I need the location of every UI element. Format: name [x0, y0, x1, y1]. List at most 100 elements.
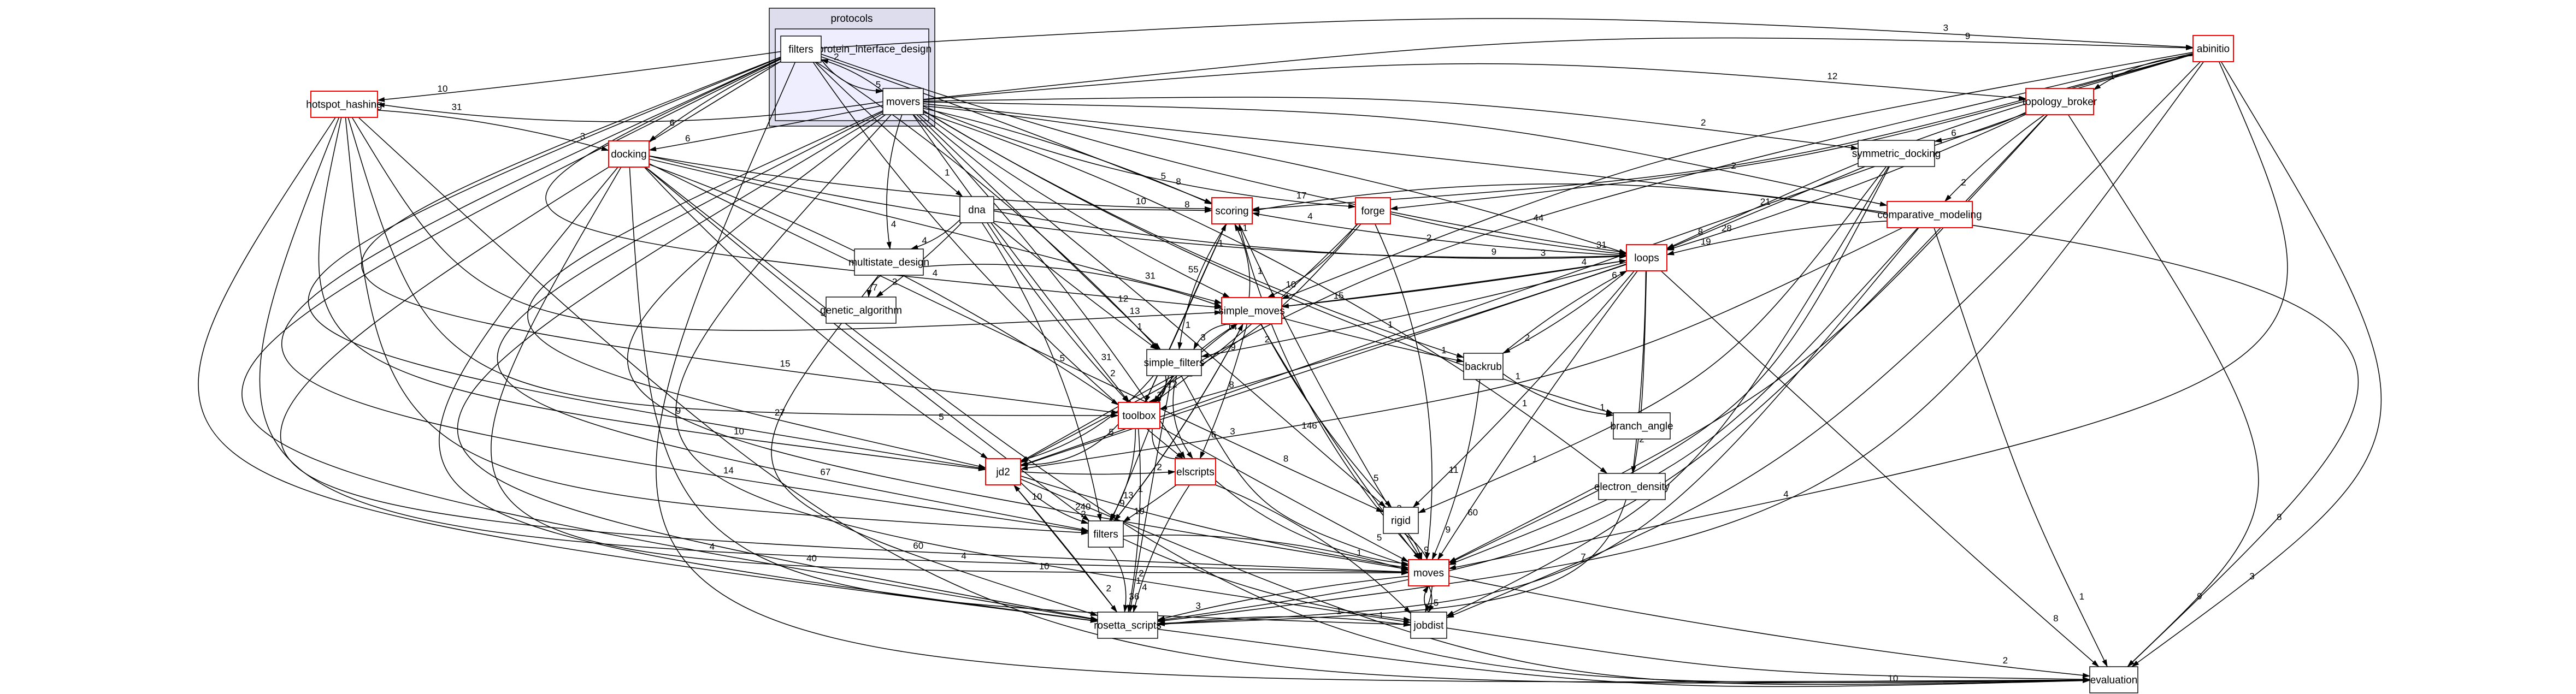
node-box-moves[interactable] [1408, 559, 1449, 586]
edge-jd2-elscripts [1020, 470, 1176, 475]
node-box-hotspot_hashing[interactable] [310, 91, 378, 118]
edge-count-movers_pid-loops: 44 [1533, 213, 1543, 223]
node-label-loops: loops [1634, 253, 1659, 264]
edge-count-hotspot_hashing-docking: 3 [580, 131, 585, 141]
node-branch_angle[interactable]: branch_angle [1610, 412, 1673, 440]
edge-abinitio-jd2 [1020, 52, 2194, 462]
edge-count-movers_pid-filters_pid: 2 [834, 52, 839, 62]
edge-count-movers_pid-comparative_modeling: 2 [1731, 161, 1736, 171]
node-hotspot_hashing[interactable]: hotspot_hashing [306, 91, 382, 118]
edge-loops-scoring [1252, 212, 1627, 256]
edge-docking-scoring [649, 155, 1212, 211]
edge-count-moves-rosetta_scripts: 3 [1196, 601, 1201, 611]
node-box-toolbox[interactable] [1118, 402, 1160, 429]
edge-docking-loops [649, 156, 1627, 259]
node-jobdist[interactable]: jobdist [1410, 612, 1447, 639]
node-box-filters_pid[interactable] [780, 35, 822, 63]
edge-count-filters_pid-rosetta_scripts: 4 [710, 542, 715, 552]
edge-count-abinitio-topology_broker: 1 [2109, 71, 2114, 81]
edge-comparative_modeling-jd2 [1020, 227, 1903, 471]
node-box-branch_angle[interactable] [1613, 412, 1671, 440]
edge-hotspot_hashing-evaluation [358, 117, 2090, 684]
node-multistate_design[interactable]: multistate_design [848, 248, 929, 276]
node-toolbox[interactable]: toolbox [1118, 402, 1160, 429]
node-box-rigid[interactable] [1383, 507, 1419, 534]
edge-elscripts-rosetta_scripts [1133, 484, 1190, 613]
node-box-filters[interactable] [1088, 520, 1124, 548]
edge-simple_moves-backrub [1281, 317, 1464, 363]
edge-topology_broker-evaluation [2067, 114, 2259, 667]
edge-count-movers_pid-topology_broker: 12 [1827, 71, 1837, 81]
node-box-backrub[interactable] [1463, 353, 1504, 380]
edge-topology_broker-comparative_modeling [1944, 114, 2045, 202]
edge-count-docking-scoring: 10 [1136, 196, 1146, 206]
node-box-simple_moves[interactable] [1221, 297, 1282, 324]
edge-movers_pid-electron_density [923, 111, 1608, 474]
node-abinitio[interactable]: abinitio [2192, 35, 2234, 62]
node-docking[interactable]: docking [608, 140, 650, 168]
node-label-scoring: scoring [1215, 206, 1248, 217]
node-elscripts[interactable]: elscripts [1175, 458, 1216, 485]
node-box-simple_filters[interactable] [1146, 349, 1202, 376]
node-genetic_algorithm[interactable]: genetic_algorithm [820, 296, 902, 324]
node-filters[interactable]: filters [1088, 520, 1124, 548]
node-box-symmetric_docking[interactable] [1858, 140, 1935, 167]
edge-count-docking-rigid: 8 [1283, 454, 1288, 464]
node-simple_filters[interactable]: simple_filters [1144, 349, 1205, 376]
node-box-abinitio[interactable] [2192, 35, 2234, 62]
edge-moves-evaluation [1448, 576, 2090, 678]
edge-filters_pid-evaluation [656, 62, 2090, 683]
node-box-rosetta_scripts[interactable] [1097, 612, 1158, 639]
edge-count-backrub-branch_angle: 1 [1600, 402, 1605, 412]
node-box-genetic_algorithm[interactable] [826, 296, 897, 324]
node-rosetta_scripts[interactable]: rosetta_scripts [1094, 612, 1162, 639]
edge-symmetric_docking-loops [1666, 166, 1865, 250]
node-loops[interactable]: loops [1626, 244, 1667, 271]
node-box-forge[interactable] [1355, 197, 1391, 224]
node-simple_moves[interactable]: simple_moves [1218, 297, 1285, 324]
node-scoring[interactable]: scoring [1211, 197, 1253, 224]
node-electron_density[interactable]: electron_density [1594, 473, 1670, 500]
node-filters_pid[interactable]: filters [780, 35, 822, 63]
node-comparative_modeling[interactable]: comparative_modeling [1877, 201, 1982, 228]
node-box-loops[interactable] [1626, 244, 1667, 271]
node-jd2[interactable]: jd2 [985, 458, 1021, 485]
edge-count-dna-genetic_algorithm: 2 [892, 277, 897, 287]
edge-count-filters_pid-jd2: 9 [676, 406, 681, 416]
edge-count-simple_moves-loops: 4 [1582, 257, 1587, 267]
node-rigid[interactable]: rigid [1383, 507, 1419, 534]
node-backrub[interactable]: backrub [1463, 353, 1504, 380]
node-box-electron_density[interactable] [1598, 473, 1666, 500]
edge-count-filters_pid-dna: 1 [945, 168, 950, 178]
node-symmetric_docking[interactable]: symmetric_docking [1852, 140, 1941, 167]
node-box-evaluation[interactable] [2089, 666, 2138, 693]
node-movers_pid[interactable]: movers [882, 88, 924, 115]
node-box-comparative_modeling[interactable] [1887, 201, 1973, 228]
edge-symmetric_docking-rigid [1418, 166, 1887, 513]
node-topology_broker[interactable]: topology_broker [2023, 88, 2097, 115]
node-box-topology_broker[interactable] [2025, 88, 2094, 115]
node-box-movers_pid[interactable] [882, 88, 924, 115]
edge-forge-loops [1390, 213, 1627, 256]
node-moves[interactable]: moves [1408, 559, 1449, 586]
node-box-multistate_design[interactable] [854, 248, 924, 276]
node-box-jd2[interactable] [985, 458, 1021, 485]
node-box-jobdist[interactable] [1410, 612, 1447, 639]
node-label-topology_broker: topology_broker [2023, 97, 2097, 108]
edge-filters-moves [1123, 535, 1409, 571]
edge-comparative_modeling-loops [1666, 221, 1888, 256]
edge-count-loops-jd2: 5 [1109, 427, 1113, 437]
node-box-scoring[interactable] [1211, 197, 1253, 224]
node-forge[interactable]: forge [1355, 197, 1391, 224]
node-box-docking[interactable] [608, 140, 650, 168]
edge-loops-jd2 [1020, 264, 1627, 467]
edge-count-hotspot_hashing-moves: 4 [961, 551, 966, 561]
node-box-elscripts[interactable] [1175, 458, 1216, 485]
node-dna[interactable]: dna [959, 196, 994, 223]
edge-moves-rosetta_scripts [1157, 576, 1409, 621]
edge-count-simple_moves-toolbox: 12 [1167, 379, 1177, 389]
node-evaluation[interactable]: evaluation [2089, 666, 2138, 693]
edge-count-filters-simple_moves: 9 [1230, 342, 1235, 352]
node-box-dna[interactable] [959, 196, 994, 223]
node-label-forge: forge [1361, 206, 1384, 217]
